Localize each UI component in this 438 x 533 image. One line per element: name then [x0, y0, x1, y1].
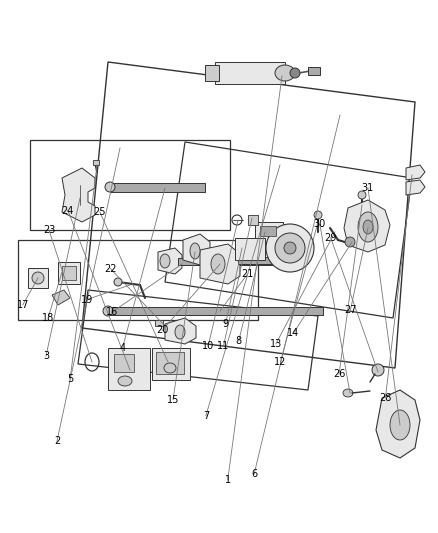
Ellipse shape [118, 376, 132, 386]
Bar [255, 222, 283, 242]
Bar [28, 268, 48, 288]
Bar [260, 226, 276, 236]
Polygon shape [406, 180, 425, 195]
Ellipse shape [105, 182, 115, 192]
Bar [93, 160, 99, 165]
Bar [62, 266, 76, 280]
Bar [215, 62, 285, 84]
Polygon shape [376, 390, 420, 458]
Bar [18, 240, 258, 320]
Polygon shape [406, 165, 425, 180]
Ellipse shape [275, 233, 305, 263]
Text: 14: 14 [287, 328, 300, 338]
Bar [350, 238, 370, 246]
Text: 29: 29 [325, 233, 337, 243]
Bar [235, 238, 265, 260]
Text: 15: 15 [167, 395, 179, 405]
Ellipse shape [103, 306, 113, 316]
Ellipse shape [363, 220, 373, 234]
Text: 5: 5 [67, 375, 73, 384]
Text: 10: 10 [202, 342, 214, 351]
Ellipse shape [164, 363, 176, 373]
Bar [205, 65, 219, 81]
Ellipse shape [160, 254, 170, 268]
Bar [110, 183, 205, 192]
Ellipse shape [266, 224, 314, 272]
Text: 19: 19 [81, 295, 93, 304]
Polygon shape [158, 248, 182, 274]
Ellipse shape [211, 254, 225, 274]
Ellipse shape [290, 68, 300, 78]
Ellipse shape [284, 242, 296, 254]
Text: 26: 26 [333, 369, 345, 379]
Text: 1: 1 [225, 475, 231, 484]
Text: 17: 17 [17, 300, 29, 310]
Polygon shape [165, 318, 196, 344]
Text: 8: 8 [236, 336, 242, 346]
Text: 31: 31 [362, 183, 374, 192]
Text: 28: 28 [379, 393, 392, 402]
Text: 18: 18 [42, 313, 54, 322]
Text: 9: 9 [223, 319, 229, 329]
Text: 25: 25 [94, 207, 106, 217]
Text: 3: 3 [43, 351, 49, 361]
Ellipse shape [114, 278, 122, 286]
Text: 11: 11 [217, 342, 230, 351]
Ellipse shape [358, 212, 378, 242]
Bar [152, 348, 190, 380]
Text: 2: 2 [54, 437, 60, 446]
Text: 16: 16 [106, 308, 118, 317]
Bar [155, 320, 163, 326]
Ellipse shape [345, 237, 355, 247]
Bar [238, 257, 273, 264]
Bar [178, 258, 278, 265]
Bar [248, 215, 258, 225]
Polygon shape [200, 244, 240, 284]
Ellipse shape [314, 211, 322, 219]
Text: 24: 24 [62, 206, 74, 215]
Bar [58, 262, 80, 284]
Text: 22: 22 [104, 264, 117, 273]
Bar [156, 352, 184, 374]
Ellipse shape [343, 389, 353, 397]
Ellipse shape [190, 243, 200, 259]
Bar [30, 140, 230, 230]
Text: 7: 7 [203, 411, 209, 421]
Ellipse shape [390, 410, 410, 440]
Text: 21: 21 [241, 269, 254, 279]
Bar [308, 67, 320, 75]
Text: 13: 13 [270, 339, 282, 349]
Ellipse shape [175, 325, 185, 339]
Text: 20: 20 [156, 326, 168, 335]
Polygon shape [344, 200, 390, 252]
Ellipse shape [32, 272, 44, 284]
Text: 30: 30 [314, 219, 326, 229]
Text: 4: 4 [120, 343, 126, 352]
Bar [114, 354, 134, 372]
Polygon shape [62, 168, 95, 222]
Ellipse shape [275, 65, 295, 81]
Text: 27: 27 [344, 305, 357, 315]
Ellipse shape [372, 364, 384, 376]
Text: 6: 6 [251, 470, 257, 479]
Bar [108, 307, 323, 315]
Bar [108, 348, 150, 390]
Text: 12: 12 [274, 358, 286, 367]
Ellipse shape [358, 191, 366, 199]
Polygon shape [52, 290, 70, 305]
Text: 23: 23 [43, 225, 55, 235]
Polygon shape [183, 234, 210, 265]
